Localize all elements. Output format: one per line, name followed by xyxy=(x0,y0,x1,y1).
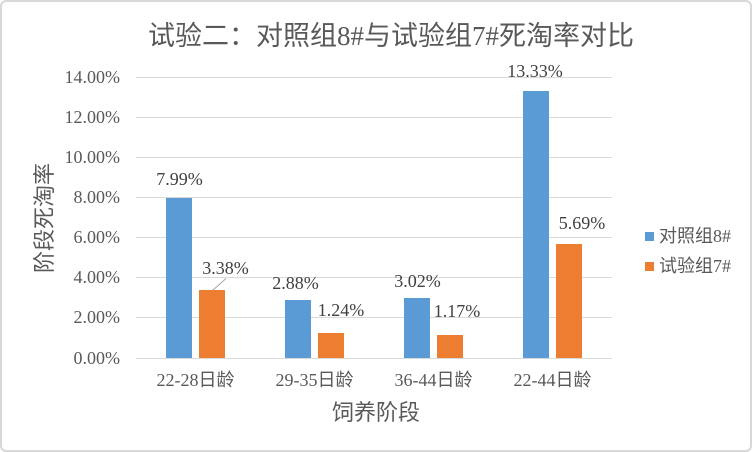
legend-swatch-series1 xyxy=(645,232,654,241)
gridline xyxy=(136,157,612,159)
x-axis-category-label-3: 36-44日龄 xyxy=(394,369,473,390)
bar-series2-cat3[interactable] xyxy=(437,334,463,358)
bar-series1-cat1[interactable] xyxy=(166,198,192,358)
y-axis-tick-label: 14.00% xyxy=(64,67,121,88)
x-axis-category-label-1: 22-28日龄 xyxy=(156,369,235,390)
x-axis-category-label-2: 29-35日龄 xyxy=(275,369,354,390)
gridline xyxy=(136,117,612,119)
gridline xyxy=(136,197,612,199)
bar-data-label-series2-cat4: 5.69% xyxy=(558,213,606,233)
legend-item-series1[interactable]: 对照组8# xyxy=(645,226,731,247)
y-axis-tick-label: 8.00% xyxy=(73,187,121,208)
bar-series1-cat3[interactable] xyxy=(404,297,430,358)
bar-series2-cat2[interactable] xyxy=(318,333,344,358)
y-axis-tick-label: 4.00% xyxy=(73,267,121,288)
legend: 对照组8# 试验组7# xyxy=(645,226,731,286)
bar-data-label-series1-cat3: 3.02% xyxy=(394,271,441,291)
gridline xyxy=(136,317,612,319)
bar-data-label-series1-cat1: 7.99% xyxy=(156,169,203,189)
bar-series1-cat2[interactable] xyxy=(285,300,311,358)
bar-series2-cat1[interactable] xyxy=(199,290,225,358)
gridline xyxy=(136,77,612,79)
bar-data-label-series1-cat4: 13.33% xyxy=(507,61,563,81)
bar-data-label-series1-cat2: 2.88% xyxy=(272,273,319,293)
chart-title: 试验二：对照组8#与试验组7#死淘率对比 xyxy=(148,21,634,51)
bar-data-label-series2-cat1: 3.38% xyxy=(202,258,249,278)
bar-data-label-series2-cat3: 1.17% xyxy=(433,301,481,321)
legend-swatch-series2 xyxy=(645,262,654,271)
bar-series2-cat4[interactable] xyxy=(556,244,582,358)
y-axis-tick-label: 0.00% xyxy=(73,347,121,368)
y-axis-tick-label: 2.00% xyxy=(73,307,121,328)
legend-item-series2[interactable]: 试验组7# xyxy=(645,256,731,277)
x-axis-category-label-4: 22-44日龄 xyxy=(513,369,592,390)
bar-data-label-series2-cat2: 1.24% xyxy=(317,300,365,320)
y-axis-tick-label: 12.00% xyxy=(64,107,121,128)
y-axis-title: 阶段死淘率 xyxy=(32,162,57,274)
y-axis-tick-label: 10.00% xyxy=(64,147,121,168)
x-axis-title: 饲养阶段 xyxy=(331,400,421,425)
legend-label-series1: 对照组8# xyxy=(659,226,731,246)
x-axis-line xyxy=(136,357,612,359)
legend-label-series2: 试验组7# xyxy=(659,256,731,276)
gridline xyxy=(136,277,612,279)
gridline xyxy=(136,237,612,239)
y-axis-tick-label: 6.00% xyxy=(73,227,121,248)
bar-series1-cat4[interactable] xyxy=(523,91,549,358)
